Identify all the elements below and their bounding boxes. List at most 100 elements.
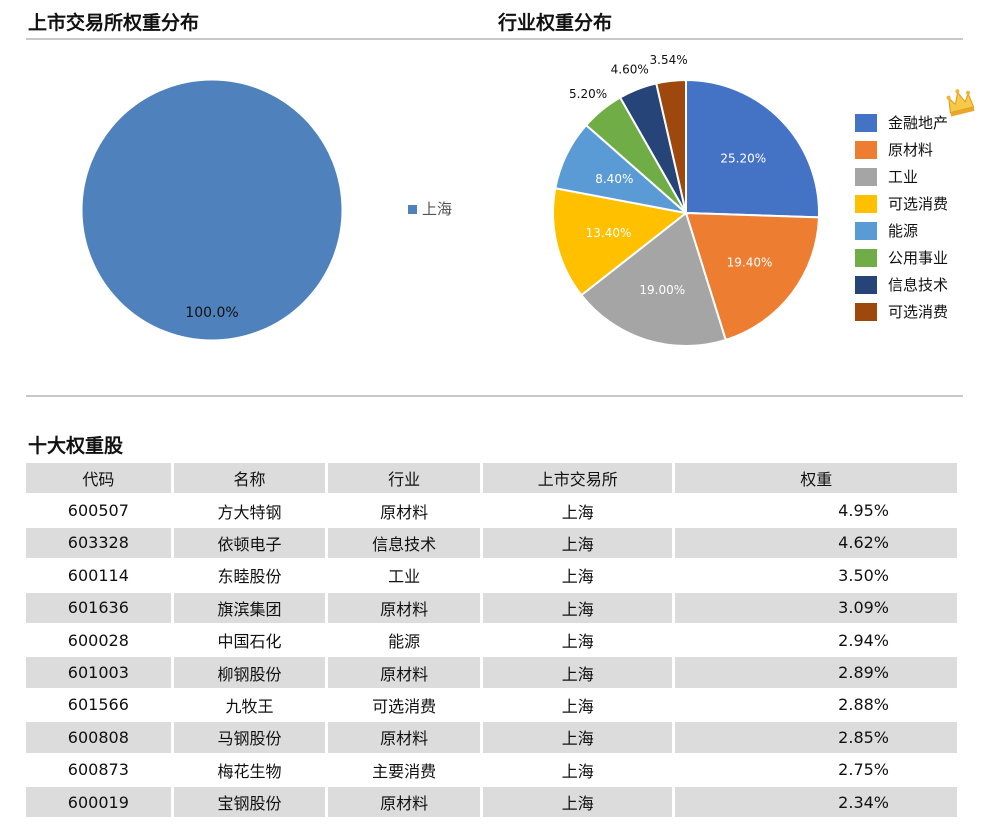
legend-label: 金融地产 — [888, 114, 949, 132]
table-row: 600873 梅花生物 主要消费 上海 2.75% — [26, 755, 957, 785]
cell-weight: 2.75% — [838, 760, 889, 780]
pie-slice — [684, 211, 820, 342]
cell-industry: 能源 — [388, 632, 421, 652]
table-row: 600028 中国石化 能源 上海 2.94% — [26, 625, 957, 655]
cell-weight: 4.95% — [838, 501, 889, 521]
cell-name: 方大特钢 — [217, 502, 282, 522]
cell-weight: 2.94% — [838, 630, 889, 650]
cell-exchange: 上海 — [561, 632, 594, 652]
cell-code: 601003 — [26, 657, 171, 688]
col-header-weight: 权重 — [675, 463, 957, 494]
pie-slice — [579, 211, 728, 347]
cell-code: 600507 — [67, 501, 129, 521]
middle-divider — [26, 395, 963, 397]
legend-label: 可选消费 — [888, 303, 949, 321]
table-row: 600019 宝钢股份 原材料 上海 2.34% — [26, 786, 957, 818]
pie-data-label: 100.0% — [185, 305, 238, 321]
cell-exchange: 上海 — [482, 786, 673, 818]
cell-name: 柳钢股份 — [173, 657, 326, 688]
legend-label: 公用事业 — [888, 249, 949, 267]
table-header-row: 代码 名称 行业 上市交易所 权重 — [26, 463, 957, 494]
cell-exchange: 上海 — [561, 567, 594, 587]
cell-industry: 主要消费 — [372, 761, 437, 781]
top10-table: 代码 名称 行业 上市交易所 权重 600507 方大特钢 原材料 上海 4.95% 60… — [23, 461, 960, 819]
table-row: 601003 柳钢股份 原材料 上海 2.89% — [26, 657, 957, 688]
cell-exchange: 上海 — [482, 527, 673, 559]
legend-swatch — [855, 249, 877, 267]
cell-code: 601636 — [26, 592, 171, 623]
table-row: 603328 依顿电子 信息技术 上海 4.62% — [26, 527, 957, 559]
table-row: 601566 九牧王 可选消费 上海 2.88% — [26, 690, 957, 720]
cell-code: 600873 — [67, 760, 129, 780]
pie-data-label: 3.54% — [650, 53, 688, 67]
pie-slice — [655, 78, 687, 214]
cell-name: 东睦股份 — [217, 567, 282, 587]
legend-label: 原材料 — [888, 141, 934, 159]
cell-weight: 3.09% — [675, 592, 957, 623]
legend-swatch — [855, 303, 877, 321]
legend-label: 信息技术 — [888, 276, 949, 294]
legend-swatch — [855, 195, 877, 213]
pie-charts: 100.0% 25.20% 19.40% 19.00% 13.40% 8.40% 5.20%… — [81, 53, 820, 347]
cell-industry: 原材料 — [328, 722, 480, 753]
col-header-code: 代码 — [26, 463, 171, 494]
pie-data-label: 19.00% — [639, 283, 685, 297]
legend-label: 能源 — [888, 222, 919, 240]
cell-industry: 可选消费 — [372, 696, 437, 716]
legend-swatch — [408, 205, 417, 214]
legend-swatch — [855, 222, 877, 240]
cell-exchange: 上海 — [482, 592, 673, 623]
table-row: 601636 旗滨集团 原材料 上海 3.09% — [26, 592, 957, 623]
cell-code: 603328 — [26, 527, 171, 559]
cell-exchange: 上海 — [482, 657, 673, 688]
crown-icon — [946, 89, 975, 117]
exchange-chart-title: 上市交易所权重分布 — [28, 12, 200, 34]
pie-slice-shanghai — [81, 79, 343, 341]
cell-weight: 2.88% — [838, 695, 889, 715]
pie-slice — [552, 187, 689, 297]
legend-swatch — [855, 276, 877, 294]
cell-name: 宝钢股份 — [173, 786, 326, 818]
cell-code: 600114 — [67, 565, 129, 585]
legend-label: 可选消费 — [888, 195, 949, 213]
cell-code: 600808 — [26, 722, 171, 753]
pie-data-label: 13.40% — [586, 226, 632, 240]
cell-industry: 原材料 — [328, 657, 480, 688]
legend-swatch — [855, 141, 877, 159]
cell-industry: 工业 — [388, 567, 421, 587]
legend-label: 工业 — [888, 168, 919, 186]
table-title: 十大权重股 — [28, 435, 124, 457]
cell-exchange: 上海 — [482, 722, 673, 753]
legend-swatch — [855, 168, 877, 186]
cell-exchange: 上海 — [561, 502, 594, 522]
legend-label: 上海 — [422, 200, 453, 218]
cell-name: 九牧王 — [225, 696, 274, 716]
cell-exchange: 上海 — [561, 761, 594, 781]
pie-data-label: 5.20% — [569, 87, 607, 101]
cell-weight: 2.34% — [675, 786, 957, 818]
pie-data-label: 8.40% — [595, 172, 633, 186]
industry-chart-title: 行业权重分布 — [498, 12, 613, 34]
pie-data-label: 19.40% — [727, 255, 773, 269]
cell-industry: 原材料 — [328, 786, 480, 818]
table-row: 600808 马钢股份 原材料 上海 2.85% — [26, 722, 957, 753]
cell-name: 马钢股份 — [173, 722, 326, 753]
cell-name: 中国石化 — [217, 632, 282, 652]
cell-weight: 2.89% — [675, 657, 957, 688]
cell-code: 600028 — [67, 630, 129, 650]
table-row: 600507 方大特钢 原材料 上海 4.95% — [26, 495, 957, 525]
col-header-exchange: 上市交易所 — [482, 463, 673, 494]
cell-weight: 4.62% — [675, 527, 957, 559]
cell-code: 600019 — [26, 786, 171, 818]
pie-data-label: 25.20% — [720, 152, 766, 166]
cell-name: 旗滨集团 — [173, 592, 326, 623]
cell-exchange: 上海 — [561, 696, 594, 716]
cell-name: 梅花生物 — [217, 761, 282, 781]
cell-code: 601566 — [67, 695, 129, 715]
top-divider — [26, 38, 963, 40]
cell-weight: 2.85% — [675, 722, 957, 753]
legend-swatch — [855, 114, 877, 132]
table-row: 600114 东睦股份 工业 上海 3.50% — [26, 560, 957, 590]
cell-industry: 原材料 — [380, 502, 429, 522]
col-header-name: 名称 — [173, 463, 326, 494]
